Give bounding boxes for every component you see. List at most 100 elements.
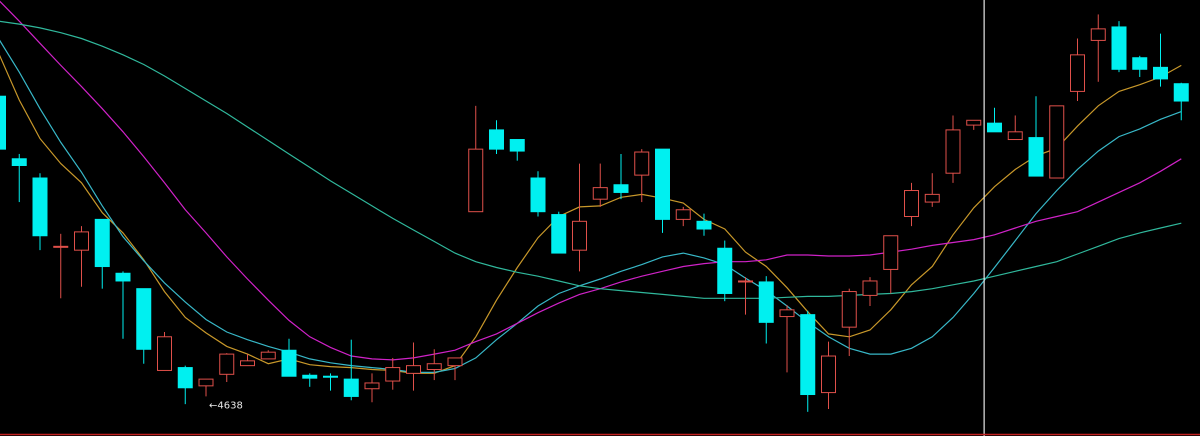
candle-body xyxy=(779,309,795,318)
candle[interactable] xyxy=(1090,14,1106,82)
candle-body xyxy=(94,218,110,268)
moving-average-layer xyxy=(0,0,1182,374)
candle[interactable] xyxy=(74,226,89,287)
candle[interactable] xyxy=(343,339,359,401)
candle-body xyxy=(862,280,878,296)
candle[interactable] xyxy=(1028,96,1044,177)
candle[interactable] xyxy=(987,107,1002,133)
candle-body xyxy=(1153,66,1168,80)
candle[interactable] xyxy=(447,357,463,381)
candle-body xyxy=(260,351,276,360)
candle[interactable] xyxy=(1132,55,1148,77)
candle[interactable] xyxy=(945,115,961,183)
candle[interactable] xyxy=(924,173,940,207)
candle-body xyxy=(904,190,919,218)
candle-body xyxy=(468,148,484,213)
candle-body xyxy=(406,365,421,374)
candle[interactable] xyxy=(841,288,857,357)
candle[interactable] xyxy=(115,271,131,339)
candle-body xyxy=(634,151,650,176)
candle[interactable] xyxy=(157,331,172,371)
candle[interactable] xyxy=(966,119,982,130)
candle[interactable] xyxy=(53,233,69,299)
candle[interactable] xyxy=(323,373,338,391)
candle-body xyxy=(592,187,608,200)
candle[interactable] xyxy=(406,342,421,391)
candle[interactable] xyxy=(260,350,276,360)
candle[interactable] xyxy=(530,171,546,217)
candle[interactable] xyxy=(592,163,608,207)
candle[interactable] xyxy=(385,357,401,390)
candle-body xyxy=(613,184,629,193)
candle-body xyxy=(115,272,131,282)
candle[interactable] xyxy=(821,341,836,409)
candle[interactable] xyxy=(675,206,691,227)
candle[interactable] xyxy=(94,218,110,289)
candle[interactable] xyxy=(1173,82,1189,121)
candle-body xyxy=(219,353,235,375)
candle[interactable] xyxy=(779,305,795,373)
candle[interactable] xyxy=(1153,33,1168,87)
candle[interactable] xyxy=(136,288,152,364)
candle-body xyxy=(1049,105,1065,179)
candle-body xyxy=(1028,137,1044,177)
candle[interactable] xyxy=(240,354,255,367)
candle-body xyxy=(385,367,401,382)
candle[interactable] xyxy=(509,139,525,161)
candle-body xyxy=(198,378,214,387)
candle[interactable] xyxy=(883,235,899,294)
candle[interactable] xyxy=(738,277,753,315)
candle[interactable] xyxy=(32,173,48,251)
candle-body xyxy=(1007,131,1023,141)
candle-body xyxy=(343,378,359,397)
candle[interactable] xyxy=(572,163,587,272)
candle[interactable] xyxy=(655,148,670,233)
candle-body xyxy=(821,355,836,394)
candle[interactable] xyxy=(551,211,567,254)
candle[interactable] xyxy=(613,153,629,200)
candle-body xyxy=(966,119,982,126)
candle-body xyxy=(945,129,961,174)
candle-body xyxy=(509,139,525,152)
candle[interactable] xyxy=(0,87,6,150)
candle-body xyxy=(74,231,89,251)
candle[interactable] xyxy=(1007,115,1023,141)
candle-body xyxy=(841,291,857,328)
candle-body xyxy=(364,382,380,390)
candle[interactable] xyxy=(302,373,318,387)
candle[interactable] xyxy=(177,365,193,405)
candle-body xyxy=(987,122,1002,133)
candle-body xyxy=(572,220,587,251)
annotation-layer: ←4638 xyxy=(209,400,243,411)
candle[interactable] xyxy=(281,338,297,377)
candle[interactable] xyxy=(1111,21,1127,73)
candle[interactable] xyxy=(219,353,235,383)
candle[interactable] xyxy=(717,240,733,302)
candle[interactable] xyxy=(198,378,214,397)
candle-body xyxy=(426,363,442,370)
candle[interactable] xyxy=(468,105,484,213)
candle-body xyxy=(11,158,27,167)
candle[interactable] xyxy=(426,349,442,381)
candle[interactable] xyxy=(1070,38,1085,102)
candle[interactable] xyxy=(758,276,774,344)
candle-body xyxy=(1070,54,1085,92)
candle[interactable] xyxy=(696,213,712,236)
candle-body xyxy=(530,177,546,213)
candle[interactable] xyxy=(800,310,816,412)
candle[interactable] xyxy=(862,277,878,306)
candle-body xyxy=(800,314,816,396)
candle-body xyxy=(323,375,338,378)
candle[interactable] xyxy=(634,149,650,203)
candle[interactable] xyxy=(1049,105,1065,179)
candle-body xyxy=(32,177,48,237)
candle[interactable] xyxy=(364,373,380,403)
candle[interactable] xyxy=(489,120,504,154)
candle[interactable] xyxy=(11,153,27,203)
candle-body xyxy=(883,235,899,270)
candle-body xyxy=(281,349,297,377)
candle-layer xyxy=(0,14,1189,412)
candle[interactable] xyxy=(904,182,919,227)
